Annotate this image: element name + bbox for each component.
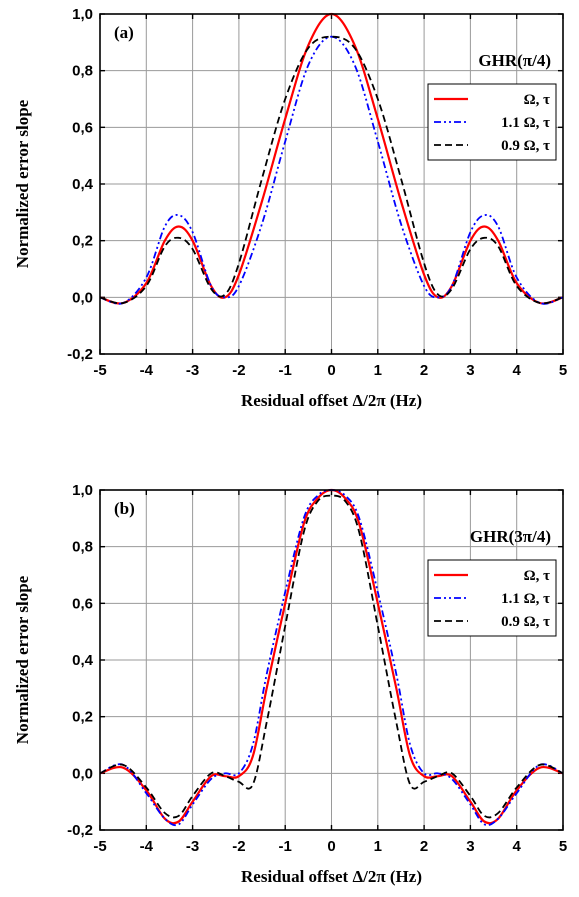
x-tick-label: -3 <box>186 362 199 379</box>
x-tick-label: 3 <box>466 838 474 855</box>
x-tick-label: 5 <box>559 362 567 379</box>
series-line-1-1-omega-tau <box>99 35 564 305</box>
x-tick-label: 4 <box>513 838 522 855</box>
x-tick-label: -1 <box>279 838 292 855</box>
y-tick-label: 0,4 <box>72 176 94 193</box>
x-tick-label: 5 <box>559 838 567 855</box>
x-tick-label: 1 <box>374 838 382 855</box>
y-tick-label: 0,6 <box>72 595 93 612</box>
x-axis-title: Residual offset Δ/2π (Hz) <box>241 391 422 410</box>
legend-label: 1.1 Ω, τ <box>501 115 550 131</box>
x-tick-label: 2 <box>420 362 428 379</box>
series-line-0-9-omega-tau <box>99 494 564 819</box>
x-tick-label: 2 <box>420 838 428 855</box>
y-tick-label: 0,8 <box>72 539 93 556</box>
y-tick-label: 0,2 <box>72 233 93 250</box>
x-tick-label: 3 <box>466 362 474 379</box>
grid <box>100 490 563 830</box>
legend: Ω, τ 1.1 Ω, τ 0.9 Ω, τ <box>427 559 557 637</box>
y-tick-label: 0,4 <box>72 652 94 669</box>
legend: Ω, τ 1.1 Ω, τ 0.9 Ω, τ <box>427 83 557 161</box>
panel-title: GHR(3π/4) <box>470 527 551 546</box>
legend-label: Ω, τ <box>524 568 551 584</box>
y-tick-label: -0,2 <box>67 346 93 363</box>
plot-frame <box>99 13 564 355</box>
y-axis-title: Normalized error slope <box>13 99 32 268</box>
y-tick-label: 0,8 <box>72 63 93 80</box>
x-tick-label: -2 <box>232 362 245 379</box>
x-tick-label: -5 <box>93 362 106 379</box>
legend-label: Ω, τ <box>524 92 551 108</box>
legend-label: 1.1 Ω, τ <box>501 591 550 607</box>
y-tick-label: -0,2 <box>67 822 93 839</box>
x-tick-label: -2 <box>232 838 245 855</box>
chart-panel-b: -5 -4 -3 -2 -1 0 1 2 3 4 5 -0,2 0,0 0,2 0,4 0,6 0,8 1,0 (b… <box>13 482 567 886</box>
legend-label: 0.9 Ω, τ <box>501 138 550 154</box>
panel-label: (b) <box>114 499 135 518</box>
chart-panel-a: -5 -4 -3 -2 -1 0 1 2 3 4 5 -0,2 0,0 0,2 0,4 0,6 0,8 1,0 (a… <box>13 6 567 410</box>
y-tick-label: 1,0 <box>72 6 93 23</box>
x-tick-label: -4 <box>140 362 154 379</box>
y-tick-label: 0,2 <box>72 709 93 726</box>
x-tick-label: -4 <box>140 838 154 855</box>
plot-frame <box>99 489 564 831</box>
y-axis-title: Normalized error slope <box>13 575 32 744</box>
x-tick-label: -1 <box>279 362 292 379</box>
x-axis-title: Residual offset Δ/2π (Hz) <box>241 867 422 886</box>
y-tick-label: 0,0 <box>72 765 93 782</box>
series-line-0-9-omega-tau <box>99 35 564 305</box>
panel-label: (a) <box>114 23 134 42</box>
y-tick-label: 1,0 <box>72 482 93 499</box>
panel-title: GHR(π/4) <box>478 51 551 70</box>
x-tick-label: 0 <box>327 838 335 855</box>
x-tick-label: 4 <box>513 362 522 379</box>
x-tick-label: 1 <box>374 362 382 379</box>
legend-label: 0.9 Ω, τ <box>501 614 550 630</box>
x-tick-label: -5 <box>93 838 106 855</box>
x-tick-label: -3 <box>186 838 199 855</box>
x-tick-label: 0 <box>327 362 335 379</box>
y-tick-label: 0,6 <box>72 119 93 136</box>
y-tick-label: 0,0 <box>72 289 93 306</box>
